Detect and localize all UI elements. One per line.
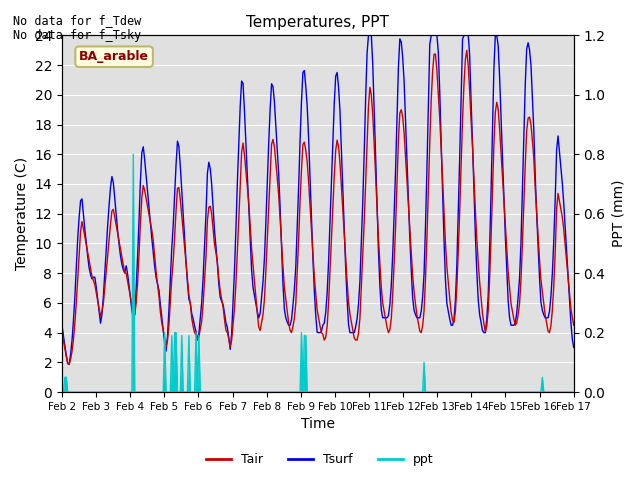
Text: BA_arable: BA_arable [79,50,149,63]
Title: Temperatures, PPT: Temperatures, PPT [246,15,389,30]
Y-axis label: PPT (mm): PPT (mm) [611,180,625,248]
Y-axis label: Temperature (C): Temperature (C) [15,157,29,270]
X-axis label: Time: Time [301,418,335,432]
Text: No data for f_Tdew
No data for f_Tsky: No data for f_Tdew No data for f_Tsky [13,14,141,42]
Legend: Tair, Tsurf, ppt: Tair, Tsurf, ppt [202,448,438,471]
